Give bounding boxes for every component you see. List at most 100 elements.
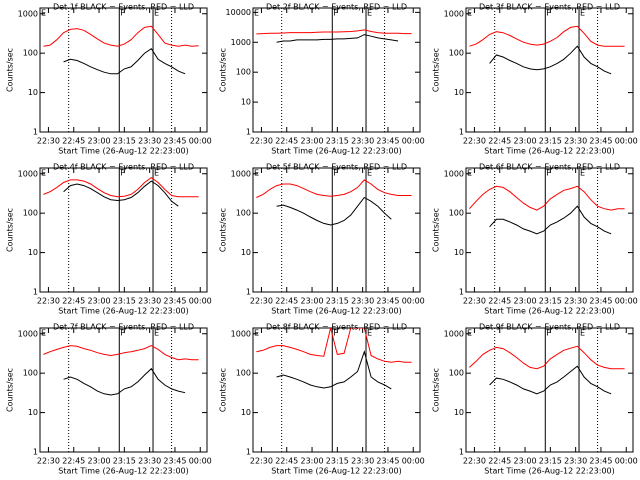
data-line: [489, 205, 612, 235]
marker-label: F: [546, 169, 551, 178]
plot-frame: [252, 327, 421, 453]
x-tick-label: 23:00: [301, 297, 324, 306]
chart-title: Det 7f BLACK = Events, RED = LLD: [53, 323, 194, 332]
marker-label: E: [580, 329, 585, 338]
y-tick-label: 10: [241, 248, 251, 257]
x-tick-label: 00:00: [402, 137, 425, 146]
marker-label: E: [367, 9, 372, 18]
data-line: [469, 25, 625, 47]
y-axis-label: Counts/sec: [219, 368, 228, 412]
marker-label: E: [154, 169, 159, 178]
plot-frame: [465, 167, 634, 293]
x-tick-label: 23:30: [138, 457, 161, 466]
data-line: [256, 29, 412, 35]
x-tick-label: 00:00: [615, 297, 638, 306]
marker-label: E: [467, 329, 472, 338]
marker-label: E: [41, 9, 46, 18]
y-tick-label: 100: [236, 68, 251, 77]
y-tick-label: 10: [28, 408, 38, 417]
x-tick-label: 23:00: [301, 457, 324, 466]
y-tick-label: 1: [459, 128, 464, 137]
plot-frame: [252, 167, 421, 293]
x-tick-label: 22:45: [62, 297, 85, 306]
y-tick-label: 10: [241, 98, 251, 107]
data-line: [43, 25, 199, 47]
x-tick-label: 23:00: [88, 137, 111, 146]
x-tick-label: 22:45: [62, 137, 85, 146]
data-line: [63, 48, 186, 75]
marker-label: E: [41, 329, 46, 338]
x-tick-label: 23:00: [514, 297, 537, 306]
marker-label: E: [154, 9, 159, 18]
x-tick-label: 00:00: [402, 457, 425, 466]
chart-title: Det 6f BLACK = Events, RED = LLD: [479, 163, 620, 172]
marker-label: E: [580, 9, 585, 18]
x-tick-label: 23:45: [163, 297, 186, 306]
marker-label: F: [333, 169, 338, 178]
x-tick-label: 22:30: [250, 137, 273, 146]
x-axis-label: Start Time (26-Aug-12 22:23:00): [271, 147, 402, 156]
x-tick-label: 00:00: [189, 297, 212, 306]
marker-label: F: [546, 329, 551, 338]
marker-label: E: [254, 9, 259, 18]
y-tick-label: 1: [33, 128, 38, 137]
x-tick-label: 23:15: [539, 457, 562, 466]
y-tick-label: 10: [454, 88, 464, 97]
x-tick-label: 23:15: [113, 297, 136, 306]
data-line: [469, 185, 625, 211]
x-tick-label: 23:15: [326, 457, 349, 466]
chart-title: Det 3f BLACK = Events, RED = LLD: [479, 3, 620, 12]
y-tick-label: 1000: [231, 38, 251, 47]
y-axis-label: Counts/sec: [6, 48, 15, 92]
x-axis-label: Start Time (26-Aug-12 22:23:00): [58, 147, 189, 156]
y-tick-label: 1: [459, 288, 464, 297]
x-tick-label: 23:45: [376, 297, 399, 306]
y-tick-label: 1000: [18, 9, 38, 18]
y-tick-label: 100: [236, 209, 251, 218]
y-tick-label: 100: [23, 209, 38, 218]
y-tick-label: 1: [246, 448, 251, 457]
x-tick-label: 22:30: [463, 297, 486, 306]
x-tick-label: 22:30: [250, 457, 273, 466]
marker-label: E: [467, 169, 472, 178]
chart-title: Det 1f BLACK = Events, RED = LLD: [53, 3, 194, 12]
x-tick-label: 23:45: [589, 137, 612, 146]
x-axis-label: Start Time (26-Aug-12 22:23:00): [484, 467, 615, 476]
y-tick-label: 1000: [18, 329, 38, 338]
y-axis-label: Counts/sec: [432, 368, 441, 412]
chart-title: Det 8f BLACK = Events, RED = LLD: [266, 323, 407, 332]
y-axis-label: Counts/sec: [219, 208, 228, 252]
y-tick-label: 10: [454, 408, 464, 417]
x-tick-label: 23:00: [514, 457, 537, 466]
chart-title: Det 2f BLACK = Events, RED = LLD: [266, 3, 407, 12]
x-tick-label: 23:00: [88, 457, 111, 466]
marker-label: F: [333, 329, 338, 338]
data-line: [63, 367, 186, 396]
x-tick-label: 23:00: [514, 137, 537, 146]
data-line: [469, 345, 625, 370]
y-axis-label: Counts/sec: [432, 208, 441, 252]
chart-title: Det 4f BLACK = Events, RED = LLD: [53, 163, 194, 172]
y-tick-label: 1: [459, 448, 464, 457]
y-axis-label: Counts/sec: [219, 48, 228, 92]
y-tick-label: 1000: [444, 9, 464, 18]
x-tick-label: 23:30: [138, 137, 161, 146]
x-tick-label: 22:45: [275, 297, 298, 306]
x-tick-label: 22:30: [37, 457, 60, 466]
x-tick-label: 00:00: [189, 457, 212, 466]
data-line: [43, 345, 199, 361]
x-tick-label: 23:15: [326, 137, 349, 146]
x-axis-label: Start Time (26-Aug-12 22:23:00): [271, 467, 402, 476]
plot-frame: [465, 7, 634, 133]
x-tick-label: 23:00: [88, 297, 111, 306]
x-axis-label: Start Time (26-Aug-12 22:23:00): [58, 467, 189, 476]
data-line: [276, 349, 392, 390]
x-tick-label: 23:45: [589, 457, 612, 466]
x-tick-label: 23:30: [564, 137, 587, 146]
y-tick-label: 1000: [231, 329, 251, 338]
marker-label: F: [120, 329, 125, 338]
marker-label: E: [41, 169, 46, 178]
marker-label: E: [154, 329, 159, 338]
